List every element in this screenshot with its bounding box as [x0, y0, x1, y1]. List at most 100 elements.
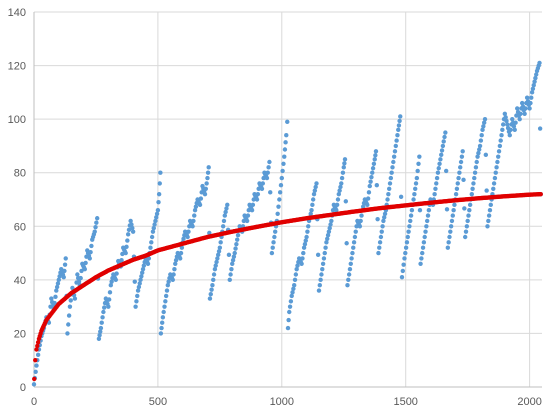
data-point [414, 175, 420, 181]
data-point [472, 175, 477, 181]
data-point [282, 147, 288, 152]
data-point [408, 218, 413, 224]
data-point [178, 250, 184, 256]
data-point [483, 152, 489, 158]
data-point [449, 218, 455, 224]
data-point [82, 266, 88, 272]
data-point [530, 86, 536, 91]
data-point [419, 256, 424, 261]
data-point [325, 233, 331, 238]
data-point [460, 149, 465, 154]
data-point [398, 114, 403, 119]
data-point [437, 161, 442, 166]
data-point [133, 304, 138, 309]
data-point [438, 157, 443, 162]
data-point [107, 290, 113, 295]
data-point [108, 283, 114, 288]
data-point [135, 293, 140, 299]
data-point [325, 236, 330, 241]
data-point [222, 213, 228, 218]
data-point [154, 211, 160, 216]
data-point [342, 161, 347, 166]
data-point [281, 161, 286, 166]
data-point [304, 234, 309, 240]
data-point [380, 224, 385, 229]
data-point [346, 277, 351, 283]
data-point [135, 288, 141, 293]
data-point [377, 240, 383, 245]
data-point [158, 331, 164, 336]
data-point [319, 272, 324, 277]
data-point [455, 181, 460, 186]
data-point [329, 218, 334, 224]
axes [33, 12, 542, 388]
data-point [391, 154, 397, 159]
data-point [340, 170, 346, 175]
data-point [388, 175, 394, 181]
data-point [339, 175, 345, 181]
data-point [416, 161, 421, 166]
data-point [166, 279, 171, 284]
data-point [372, 157, 377, 162]
data-point [215, 256, 220, 261]
data-point [284, 133, 289, 138]
data-point [62, 268, 67, 274]
data-point [126, 227, 132, 233]
data-point [350, 250, 355, 256]
data-point [335, 197, 341, 202]
data-point [245, 213, 251, 218]
data-point [523, 106, 528, 111]
data-point [345, 283, 350, 288]
data-point [386, 186, 392, 191]
data-point [315, 252, 321, 258]
data-point [344, 241, 349, 246]
data-point [442, 134, 447, 140]
data-point [378, 234, 384, 240]
data-point [113, 277, 118, 283]
data-point [386, 191, 391, 197]
data-point [137, 281, 142, 286]
data-point [159, 325, 164, 331]
data-point [497, 143, 503, 149]
data-point [512, 127, 517, 133]
data-point [349, 256, 354, 261]
data-point [65, 331, 70, 336]
data-point [35, 352, 41, 358]
data-point [286, 317, 291, 323]
data-point [453, 191, 459, 197]
data-point [448, 229, 453, 234]
data-point [308, 211, 313, 216]
data-point [198, 196, 204, 201]
data-point [192, 208, 198, 213]
data-point [495, 159, 500, 165]
data-point [101, 309, 106, 315]
data-point [336, 191, 341, 197]
data-point [382, 215, 387, 220]
data-point [404, 240, 410, 245]
data-point [365, 202, 370, 208]
data-point [155, 208, 161, 213]
data-point [422, 234, 427, 240]
data-point [426, 208, 432, 213]
data-point [190, 224, 195, 229]
data-point [467, 202, 473, 208]
data-point [145, 261, 151, 266]
data-point [402, 256, 407, 261]
data-point [132, 279, 137, 284]
data-point [394, 138, 399, 143]
data-point [457, 170, 462, 175]
data-point [235, 233, 241, 238]
data-point [507, 133, 512, 138]
data-point [165, 283, 171, 288]
data-point [163, 299, 168, 304]
data-point [532, 79, 537, 84]
data-point [208, 291, 213, 297]
data-point [458, 165, 463, 170]
series-0 [31, 60, 543, 387]
data-point [123, 250, 128, 256]
data-point [220, 224, 226, 229]
data-point [368, 179, 373, 184]
data-point [481, 120, 487, 125]
data-point [432, 191, 437, 197]
data-point [186, 229, 191, 234]
